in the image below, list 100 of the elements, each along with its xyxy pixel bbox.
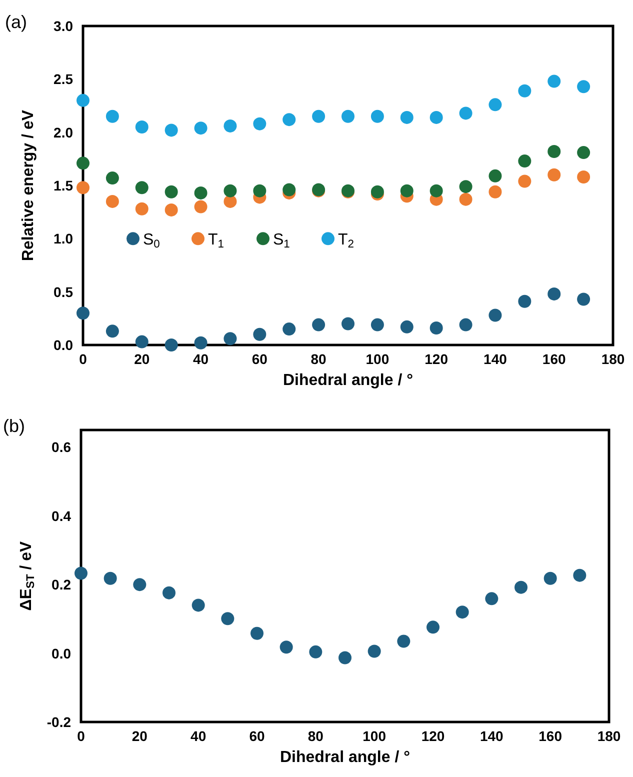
y-tick-label: 2.5: [54, 71, 74, 88]
point: [224, 184, 237, 198]
point: [164, 203, 178, 216]
x-tick-label: 180: [601, 351, 625, 367]
point: [253, 184, 266, 198]
y-tick-label: 0.0: [54, 337, 74, 353]
point: [282, 113, 296, 126]
legend-label: S$_{1}$: [273, 232, 290, 251]
point: [162, 586, 176, 600]
point: [400, 184, 414, 198]
x-tick-label: 140: [484, 351, 508, 367]
point: [577, 146, 590, 160]
x-axis-title: Dihedral angle / °: [283, 372, 413, 389]
point: [342, 110, 354, 123]
y-tick-label: 3.0: [54, 18, 74, 34]
point: [518, 154, 532, 168]
point: [192, 598, 205, 612]
point: [426, 620, 440, 634]
point: [459, 106, 472, 120]
y-tick-label: 0.5: [54, 284, 74, 300]
point: [309, 645, 322, 658]
point: [370, 185, 384, 198]
point: [488, 185, 502, 198]
point: [548, 144, 561, 158]
x-tick-label: 160: [542, 351, 566, 367]
point: [400, 320, 414, 334]
point: [106, 172, 119, 185]
x-tick-label: 80: [308, 728, 324, 744]
point: [430, 322, 443, 334]
point: [104, 572, 117, 585]
point: [368, 644, 381, 658]
point: [548, 74, 561, 88]
point: [548, 287, 561, 300]
point: [135, 202, 148, 216]
point: [106, 324, 119, 338]
point: [253, 328, 266, 341]
point: [282, 183, 296, 196]
x-tick-label: 40: [190, 728, 206, 744]
y-axis-title: Relative energy / eV: [20, 110, 37, 262]
point: [224, 332, 237, 346]
x-tick-label: 100: [362, 728, 386, 744]
point: [518, 294, 532, 308]
point: [577, 292, 590, 306]
legend-label: T$_{2}$: [338, 232, 354, 251]
y-tick-label: 0.0: [52, 645, 72, 662]
point: [485, 592, 498, 606]
point: [459, 192, 472, 206]
x-tick-label: 0: [79, 351, 88, 367]
point: [282, 322, 296, 336]
point: [164, 185, 178, 198]
point: [514, 580, 528, 594]
x-tick-label: 80: [310, 351, 327, 367]
point: [135, 335, 148, 348]
point: [106, 110, 119, 123]
point: [488, 98, 502, 112]
point: [459, 318, 472, 332]
x-tick-label: 60: [252, 351, 268, 367]
point: [194, 200, 208, 214]
y-tick-label: 0.4: [52, 508, 72, 524]
point: [338, 651, 352, 664]
y-tick-label: 2.0: [54, 124, 74, 140]
point: [548, 168, 561, 182]
x-tick-label: 140: [480, 728, 504, 744]
y-tick-label: -0.2: [46, 714, 72, 730]
point: [250, 626, 264, 640]
x-axis-title: Dihedral angle / °: [280, 749, 410, 766]
x-tick-label: 120: [424, 351, 448, 367]
y-tick-label: 1.5: [54, 178, 74, 194]
point: [280, 640, 293, 654]
point: [400, 110, 414, 124]
point: [76, 156, 90, 170]
y-tick-label: 0.2: [52, 576, 72, 593]
point: [135, 181, 148, 194]
point: [430, 110, 443, 124]
x-tick-label: 180: [597, 728, 621, 744]
point: [370, 110, 384, 123]
legend-label: T$_{1}$: [208, 232, 224, 251]
point: [342, 317, 354, 330]
x-tick-label: 40: [192, 351, 209, 367]
x-tick-label: 100: [366, 351, 390, 367]
y-tick-label: 1.0: [54, 230, 74, 247]
point: [76, 181, 90, 194]
point: [194, 336, 208, 350]
point: [370, 318, 384, 332]
point: [194, 186, 208, 200]
x-tick-label: 0: [77, 728, 86, 744]
point: [312, 318, 326, 332]
point: [488, 169, 502, 182]
x-tick-label: 160: [538, 728, 562, 744]
point: [164, 124, 178, 137]
point: [518, 174, 532, 188]
point: [194, 122, 208, 135]
point: [312, 110, 326, 123]
x-tick-label: 120: [421, 728, 445, 744]
point: [488, 308, 502, 322]
point: [397, 634, 410, 648]
point: [430, 184, 443, 198]
point: [133, 578, 146, 592]
x-tick-label: 20: [132, 728, 148, 744]
point: [253, 117, 266, 130]
